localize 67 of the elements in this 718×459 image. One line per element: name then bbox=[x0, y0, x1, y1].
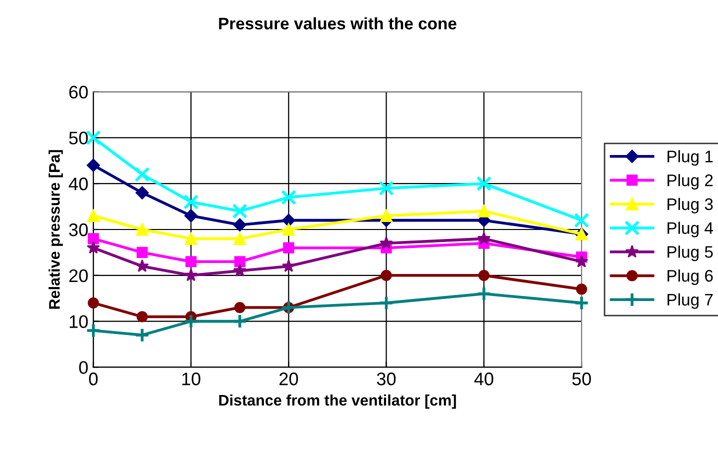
point bbox=[478, 204, 490, 218]
point bbox=[184, 268, 198, 282]
point bbox=[136, 186, 149, 200]
y-tick-label: 40 bbox=[68, 178, 88, 190]
point bbox=[183, 194, 199, 210]
x-tick-label: 10 bbox=[182, 372, 200, 386]
point bbox=[136, 223, 148, 236]
point bbox=[232, 204, 248, 219]
point bbox=[136, 246, 148, 258]
point bbox=[233, 264, 246, 277]
point bbox=[378, 295, 394, 311]
point bbox=[234, 302, 246, 314]
y-tick-label: 0 bbox=[79, 361, 88, 374]
point bbox=[574, 212, 590, 228]
point bbox=[380, 236, 393, 250]
point bbox=[183, 314, 199, 329]
point bbox=[88, 233, 99, 244]
point bbox=[134, 166, 150, 182]
legend-label: Plug 1 bbox=[668, 150, 713, 166]
point bbox=[234, 256, 246, 268]
y-tick-label: 50 bbox=[69, 132, 88, 144]
legend-label: Plug 5 bbox=[668, 246, 713, 262]
y-tick-label: 20 bbox=[69, 269, 88, 282]
point bbox=[86, 158, 100, 172]
point bbox=[136, 311, 148, 322]
point bbox=[380, 270, 392, 281]
point bbox=[478, 270, 490, 281]
point bbox=[233, 218, 246, 232]
point bbox=[378, 180, 394, 196]
x-tick-label: 0 bbox=[89, 372, 98, 386]
point bbox=[87, 209, 100, 222]
x-tick-label: 50 bbox=[572, 372, 591, 386]
legend-label: Plug 6 bbox=[668, 269, 713, 286]
point bbox=[476, 176, 492, 192]
point bbox=[574, 254, 588, 268]
point bbox=[185, 256, 197, 268]
point bbox=[476, 286, 492, 302]
point bbox=[282, 214, 296, 227]
point bbox=[280, 190, 296, 206]
legend-label: Plug 4 bbox=[668, 222, 713, 238]
legend-label: Plug 2 bbox=[668, 174, 713, 190]
point bbox=[282, 223, 295, 236]
point bbox=[184, 232, 198, 245]
y-tick-label: 60 bbox=[69, 86, 88, 99]
x-tick-label: 20 bbox=[280, 372, 298, 386]
point bbox=[282, 259, 296, 272]
point bbox=[232, 314, 248, 329]
point bbox=[380, 209, 393, 222]
point bbox=[574, 295, 590, 311]
legend-label: Plug 3 bbox=[668, 198, 713, 214]
legend-label: Plug 7 bbox=[668, 293, 713, 309]
x-axis-title: Distance from the ventilator [cm] bbox=[219, 394, 456, 409]
chart-title: Pressure values with the cone bbox=[219, 17, 456, 30]
point bbox=[136, 259, 149, 272]
y-tick-label: 10 bbox=[70, 315, 88, 328]
point bbox=[184, 209, 198, 222]
point bbox=[283, 242, 294, 254]
x-tick-label: 40 bbox=[474, 372, 494, 386]
point bbox=[134, 327, 150, 343]
y-axis-title: Relative pressure [Pa] bbox=[48, 150, 63, 309]
point bbox=[234, 232, 246, 245]
point bbox=[477, 232, 491, 244]
point bbox=[88, 297, 99, 308]
x-tick-label: 30 bbox=[376, 372, 396, 386]
point bbox=[576, 284, 588, 295]
y-tick-label: 30 bbox=[69, 223, 88, 236]
point bbox=[86, 240, 100, 254]
